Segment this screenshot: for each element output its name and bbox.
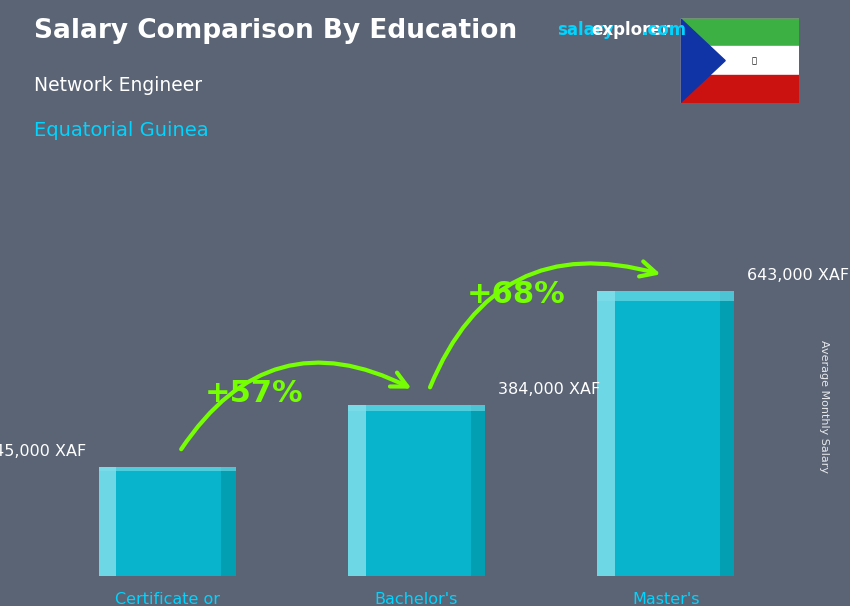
Text: 384,000 XAF: 384,000 XAF bbox=[497, 382, 600, 398]
Text: 🌲: 🌲 bbox=[751, 56, 756, 65]
Text: .com: .com bbox=[641, 21, 686, 39]
Text: Network Engineer: Network Engineer bbox=[34, 76, 202, 95]
Polygon shape bbox=[680, 18, 725, 103]
FancyBboxPatch shape bbox=[348, 405, 485, 576]
Bar bbox=[99, 467, 235, 471]
Text: +68%: +68% bbox=[467, 280, 565, 309]
Bar bbox=[680, 47, 799, 75]
Bar bbox=[598, 291, 734, 301]
Text: Average Monthly Salary: Average Monthly Salary bbox=[819, 339, 829, 473]
FancyBboxPatch shape bbox=[598, 291, 734, 576]
Bar bbox=[680, 75, 799, 103]
Text: Equatorial Guinea: Equatorial Guinea bbox=[34, 121, 208, 140]
Text: 245,000 XAF: 245,000 XAF bbox=[0, 444, 86, 459]
Text: Salary Comparison By Education: Salary Comparison By Education bbox=[34, 18, 517, 44]
Bar bbox=[680, 18, 799, 47]
Bar bbox=[99, 467, 116, 576]
Bar bbox=[348, 405, 485, 411]
Bar bbox=[348, 405, 366, 576]
Bar bbox=[598, 291, 615, 576]
Bar bbox=[471, 405, 485, 576]
Text: salary: salary bbox=[557, 21, 614, 39]
Text: 643,000 XAF: 643,000 XAF bbox=[747, 268, 849, 282]
FancyBboxPatch shape bbox=[99, 467, 235, 576]
Text: +57%: +57% bbox=[205, 379, 303, 408]
Bar bbox=[720, 291, 734, 576]
Bar bbox=[222, 467, 235, 576]
Text: explorer: explorer bbox=[591, 21, 670, 39]
